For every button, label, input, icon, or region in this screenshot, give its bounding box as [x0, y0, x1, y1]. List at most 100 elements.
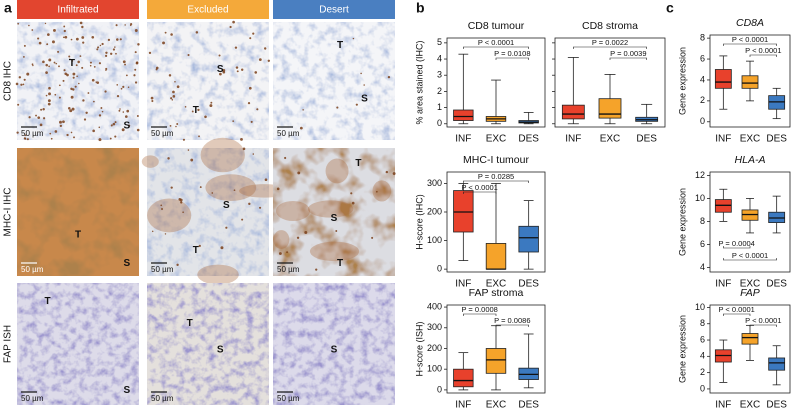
- stained-cell: [171, 98, 174, 101]
- y-tick-label: 6: [700, 239, 705, 249]
- y-axis-label: % area stained (IHC): [414, 40, 424, 124]
- stained-cell: [170, 186, 173, 189]
- scale-bar-label: 50 µm: [21, 394, 44, 403]
- scale-bar-label: 50 µm: [21, 265, 44, 274]
- stained-cell: [49, 132, 52, 135]
- x-tick-label: EXC: [486, 134, 507, 145]
- stained-cell: [116, 94, 120, 98]
- region-label: S: [331, 213, 338, 224]
- stained-cell: [376, 190, 378, 193]
- y-tick-label: 12: [695, 170, 705, 180]
- stained-cell: [256, 108, 259, 111]
- region-label: T: [337, 258, 343, 269]
- stained-cell: [89, 61, 92, 64]
- box: [768, 357, 786, 371]
- column-header: [273, 0, 395, 19]
- y-tick-label: 100: [427, 235, 442, 245]
- x-tick-label: DES: [518, 400, 539, 410]
- y-tick-label: 0: [437, 264, 442, 274]
- x-tick-label: DES: [766, 279, 787, 290]
- stained-cell: [93, 65, 96, 68]
- stained-cell: [105, 67, 108, 71]
- stained-cell: [54, 130, 58, 133]
- histology-image: [273, 283, 395, 405]
- stained-cell: [134, 51, 137, 54]
- stained-cell: [235, 66, 239, 69]
- stained-cell: [70, 87, 73, 91]
- stained-cell: [42, 108, 45, 111]
- stained-cell: [82, 99, 85, 102]
- p-value: P = 0.0004: [718, 239, 754, 248]
- x-tick-label: INF: [455, 134, 471, 145]
- x-tick-label: EXC: [486, 400, 507, 410]
- histology-image: [17, 148, 139, 276]
- p-value: P = 0.0285: [478, 172, 514, 181]
- histology-image: [273, 148, 395, 276]
- y-tick-label: 0: [437, 384, 442, 394]
- stained-cell: [122, 60, 126, 64]
- chart-title: CD8A: [736, 17, 764, 29]
- stained-cell: [110, 124, 113, 127]
- panel-label: b: [416, 0, 425, 16]
- stain-patch: [197, 264, 239, 285]
- stained-cell: [44, 22, 47, 25]
- stained-cell: [199, 186, 202, 189]
- stained-cell: [31, 63, 34, 66]
- significance-bracket: [495, 324, 529, 327]
- chart-title: FAP: [740, 287, 760, 299]
- stained-cell: [118, 109, 121, 112]
- y-tick-label: 3: [437, 70, 442, 80]
- stained-cell: [355, 103, 358, 106]
- stained-cell: [284, 156, 287, 160]
- significance-bracket: [749, 324, 777, 327]
- stained-cell: [112, 122, 116, 126]
- stained-cell: [124, 24, 126, 26]
- stained-cell: [55, 62, 58, 65]
- stained-cell: [363, 84, 365, 86]
- stained-cell: [172, 95, 176, 98]
- stained-cell: [134, 68, 137, 71]
- stain-patch: [141, 155, 159, 168]
- stained-cell: [69, 109, 73, 113]
- x-tick-label: EXC: [740, 279, 761, 290]
- chart-title: FAP stroma: [469, 287, 524, 299]
- scale-bar-label: 50 µm: [277, 129, 300, 138]
- stained-cell: [48, 86, 51, 90]
- column-header-label: Infiltrated: [57, 5, 98, 16]
- stained-cell: [222, 70, 226, 74]
- stained-cell: [258, 58, 262, 61]
- stained-cell: [360, 72, 362, 75]
- y-tick-label: 0: [700, 383, 705, 393]
- stained-cell: [63, 25, 66, 28]
- stained-cell: [134, 29, 138, 32]
- region-label: S: [217, 345, 224, 356]
- y-tick-label: 4: [700, 74, 705, 84]
- stained-cell: [180, 201, 183, 204]
- stained-cell: [47, 99, 51, 103]
- p-value: P < 0.0001: [745, 46, 781, 55]
- stained-cell: [124, 115, 128, 118]
- stained-cell: [164, 233, 167, 235]
- stained-cell: [195, 31, 199, 34]
- stained-cell: [26, 138, 29, 141]
- stained-cell: [66, 73, 69, 77]
- stained-cell: [72, 88, 75, 91]
- stained-cell: [72, 72, 76, 76]
- stained-cell: [45, 63, 48, 67]
- stained-cell: [82, 41, 85, 44]
- stained-cell: [252, 32, 255, 35]
- stained-cell: [129, 24, 132, 27]
- y-tick-label: 300: [427, 178, 442, 188]
- box: [714, 69, 732, 89]
- region-label: T: [193, 105, 199, 116]
- stained-cell: [81, 36, 85, 39]
- significance-bracket: [723, 313, 751, 316]
- stained-cell: [53, 28, 56, 32]
- stained-cell: [70, 95, 74, 99]
- stained-cell: [26, 72, 30, 76]
- chart-title: MHC-I tumour: [463, 154, 529, 166]
- stained-cell: [122, 85, 125, 88]
- stained-cell: [116, 84, 119, 86]
- box: [561, 104, 585, 120]
- stained-cell: [24, 138, 27, 140]
